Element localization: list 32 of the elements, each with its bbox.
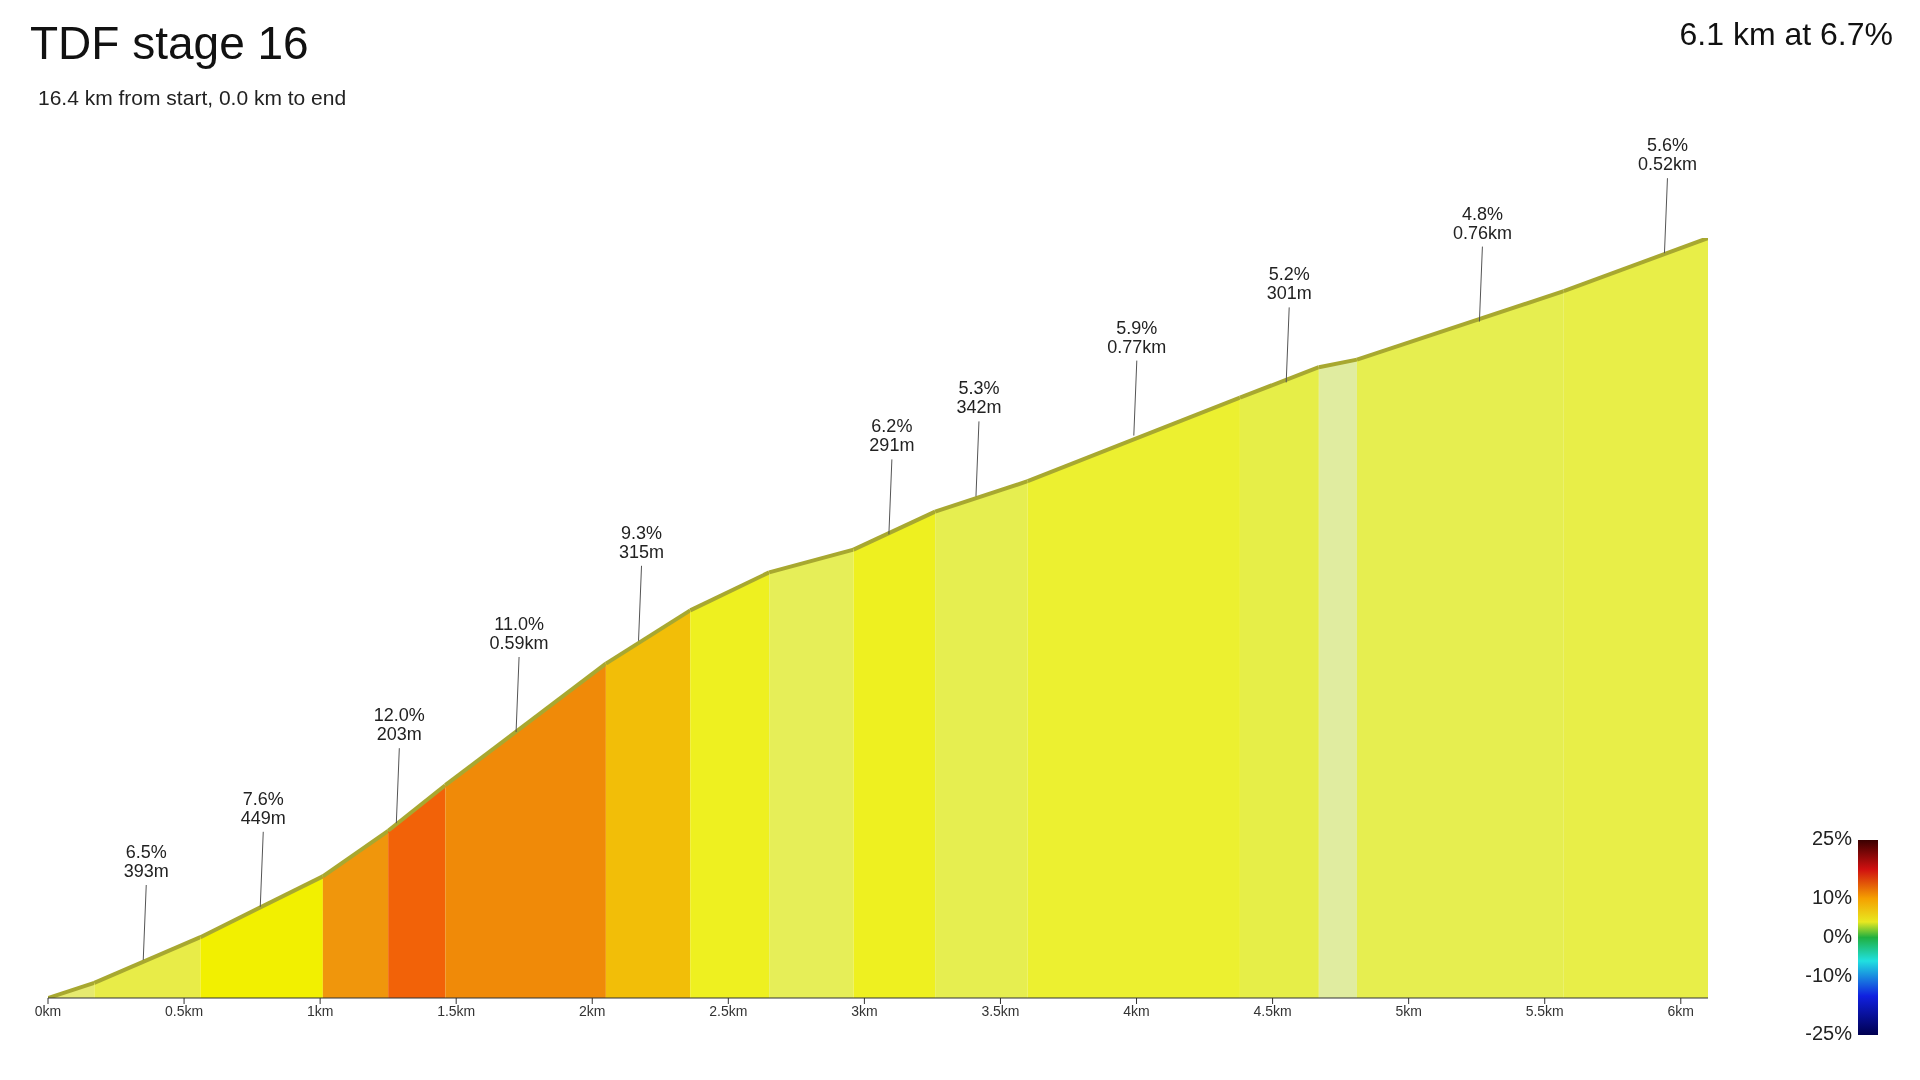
x-tick-label: 0.5km [165, 1002, 204, 1019]
x-tick-label: 1km [306, 1002, 334, 1019]
chart-subtitle: 16.4 km from start, 0.0 km to end [38, 86, 347, 110]
x-tick-label: 3.5km [981, 1002, 1020, 1019]
annotation: 9.3% 315m [619, 522, 665, 562]
x-tick-label: 5km [1395, 1002, 1422, 1019]
text: 6.1 km at 6.7% [1679, 16, 1893, 53]
x-tick-label: 3km [851, 1002, 878, 1019]
color-bar-label: -25% [1805, 1022, 1853, 1045]
color-bar-label: 0% [1823, 924, 1853, 947]
color-bar-label: -10% [1805, 963, 1853, 986]
chart-title: TDF stage 16 [30, 16, 309, 70]
x-tick-label: 4.5km [1253, 1002, 1292, 1019]
annotation: 5.3% 342m [956, 378, 1002, 418]
annotation: 4.8% 0.76km [1452, 203, 1512, 243]
annotation: 5.2% 301m [1266, 264, 1312, 304]
x-tick-label: 1.5km [437, 1002, 476, 1019]
x-tick-label: 5.5km [1525, 1002, 1564, 1019]
annotation: 12.0% 203m [373, 705, 425, 745]
annotation: 6.2% 291m [869, 416, 915, 456]
annotation: 5.9% 0.77km [1107, 317, 1167, 357]
x-tick-label: 0km [34, 1002, 62, 1019]
x-tick-label: 2.5km [709, 1002, 748, 1019]
color-bar-label: 25% [1811, 827, 1853, 850]
annotation: 11.0% 0.59km [489, 614, 549, 653]
x-tick-label: 6km [1667, 1002, 1695, 1019]
annotation: 7.6% 449m [240, 788, 286, 828]
annotation: 5.6% 0.52km [1637, 135, 1697, 175]
x-tick-label: 4km [1123, 1002, 1150, 1019]
annotation: 6.5% 393m [123, 842, 169, 881]
color-bar-label: 10% [1811, 885, 1853, 908]
x-tick-label: 2km [579, 1002, 606, 1019]
